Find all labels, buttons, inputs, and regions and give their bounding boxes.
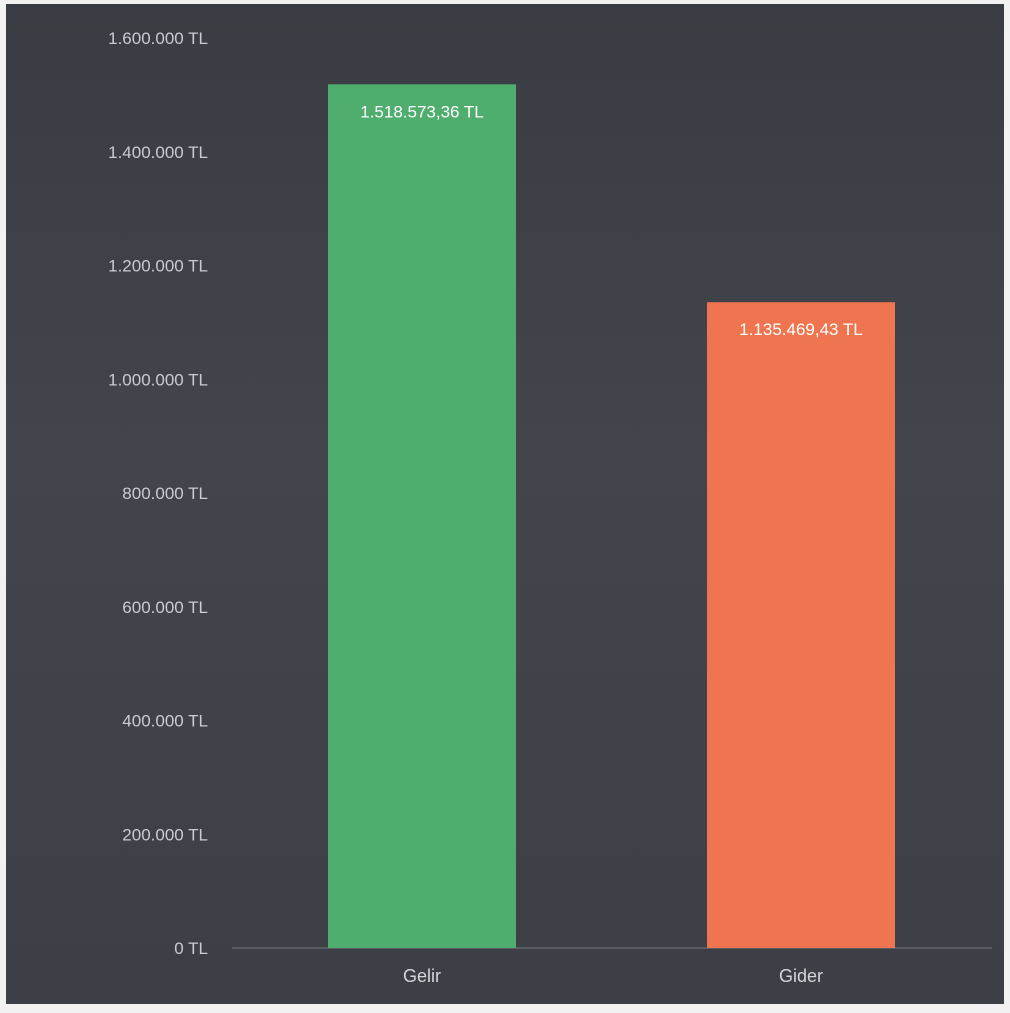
y-tick-label: 600.000 TL	[122, 598, 208, 617]
y-tick-label: 1.600.000 TL	[108, 29, 208, 48]
data-label: 1.518.573,36 TL	[360, 102, 484, 121]
bar-gelir	[328, 84, 516, 948]
data-label: 1.135.469,43 TL	[739, 320, 863, 339]
y-tick-label: 0 TL	[174, 939, 208, 958]
y-tick-label: 1.000.000 TL	[108, 370, 208, 389]
y-tick-label: 400.000 TL	[122, 712, 208, 731]
bar-gider	[707, 302, 895, 948]
y-tick-label: 1.400.000 TL	[108, 143, 208, 162]
y-tick-label: 200.000 TL	[122, 825, 208, 844]
y-tick-label: 800.000 TL	[122, 484, 208, 503]
y-tick-label: 1.200.000 TL	[108, 257, 208, 276]
x-category-label: Gider	[779, 966, 823, 986]
x-category-label: Gelir	[403, 966, 441, 986]
